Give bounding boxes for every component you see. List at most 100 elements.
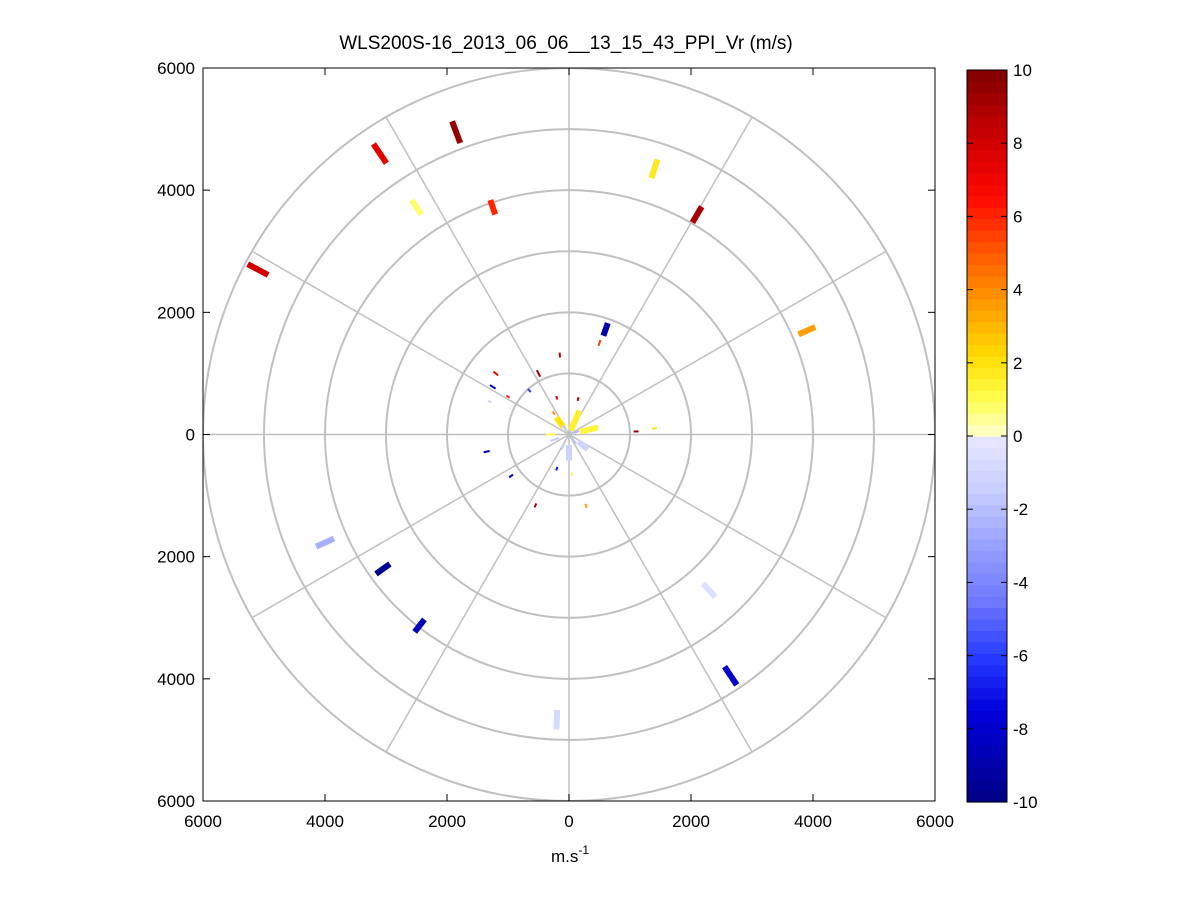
colorbar-swatch [967,779,1007,792]
colorbar-swatch [967,70,1007,83]
colorbar-swatch [967,436,1007,449]
colorbar-swatch [967,275,1007,288]
velocity-segment [579,424,599,435]
colorbar-tick-label: -2 [1013,500,1028,519]
colorbar-swatch [967,104,1007,117]
azimuth-spoke [251,433,570,619]
x-tick-label: 2000 [672,812,710,831]
velocity-segment [597,339,602,347]
velocity-segment [555,466,559,471]
colorbar-tick-label: 2 [1013,354,1022,373]
velocity-segment [505,394,511,399]
x-tick-label: 0 [564,812,573,831]
velocity-segment [558,352,562,358]
colorbar-swatch [967,230,1007,243]
colorbar-swatch [967,413,1007,426]
colorbar-swatch [967,733,1007,746]
axes-ticks [202,67,936,802]
velocity-segment [576,397,580,402]
colorbar-swatch [967,527,1007,540]
colorbar-swatch [967,195,1007,208]
colorbar-swatch [967,390,1007,403]
colorbar-swatch [967,355,1007,368]
colorbar-swatch [967,790,1007,803]
colorbar-swatch [967,584,1007,597]
colorbar-swatch [967,607,1007,620]
colorbar-swatch [967,264,1007,277]
velocity-segment [487,199,499,216]
colorbar-swatch [967,138,1007,151]
colorbar-swatch [967,172,1007,185]
azimuth-spoke [568,433,887,619]
x-tick-label: 6000 [916,812,954,831]
polar-grid [203,68,935,801]
velocity-segment [553,709,561,730]
colorbar-swatch [967,744,1007,757]
velocity-segment [700,581,718,600]
colorbar-swatch [967,333,1007,346]
velocity-segment [576,439,590,452]
colorbar-tick-label: -8 [1013,720,1028,739]
colorbar-swatch [967,458,1007,471]
colorbar-tick-label: 0 [1013,427,1022,446]
colorbar-swatch [967,115,1007,128]
colorbar-swatch [967,619,1007,632]
x-axis-label: m.s-1 [551,843,589,866]
colorbar-swatch [967,767,1007,780]
colorbar-swatch [967,561,1007,574]
velocity-segment [797,324,817,338]
velocity-segment [689,205,705,225]
colorbar-swatch [967,641,1007,654]
colorbar-swatch [967,447,1007,460]
colorbar-tick-label: 10 [1013,61,1032,80]
velocity-segment [412,617,427,634]
colorbar-swatch [967,516,1007,529]
x-tick-label: 6000 [184,812,222,831]
x-axis-label-superscript: -1 [578,843,589,857]
colorbar-swatch [967,127,1007,140]
colorbar-swatch [967,298,1007,311]
colorbar-tick-label: -4 [1013,573,1028,592]
velocity-segment [533,502,538,508]
colorbar-swatch [967,687,1007,700]
colorbar-swatch [967,150,1007,163]
colorbar-swatch [967,367,1007,380]
colorbar-swatch [967,596,1007,609]
colorbar-swatch [967,161,1007,174]
colorbar-swatch [967,538,1007,551]
data-segments [246,120,817,730]
colorbar-swatch [967,721,1007,734]
colorbar-tick-label: -10 [1013,793,1038,812]
y-tick-label: 0 [186,426,195,445]
y-tick-label: 6000 [157,792,195,811]
colorbar-swatch [967,664,1007,677]
velocity-segment [570,437,577,445]
velocity-segment [409,198,424,217]
x-tick-label: 4000 [794,812,832,831]
velocity-segment [527,388,532,393]
y-tick-labels: 6000 4000 2000 0 2000 4000 6000 [157,59,195,811]
colorbar-swatch [967,550,1007,563]
velocity-segment [370,142,389,165]
colorbar-swatch [967,573,1007,586]
colorbar-swatch [967,710,1007,723]
velocity-segment [314,535,336,550]
velocity-segment [561,424,568,432]
velocity-segment [374,561,392,577]
colorbar-tick-label: 8 [1013,134,1022,153]
x-tick-label: 4000 [306,812,344,831]
colorbar-swatch [967,321,1007,334]
chart-title: WLS200S-16_2013_06_06__13_15_43_PPI_Vr (… [339,33,793,54]
colorbar-swatch [967,504,1007,517]
colorbar-swatch [967,470,1007,483]
velocity-segment [492,370,499,377]
y-tick-label: 2000 [157,548,195,567]
colorbar-swatch [967,424,1007,437]
colorbar-swatch [967,699,1007,712]
colorbar-swatch [967,481,1007,494]
colorbar-swatch [967,241,1007,254]
colorbar-swatch [967,344,1007,357]
colorbar-swatch [967,218,1007,231]
colorbar-swatch [967,92,1007,105]
colorbar-swatch [967,676,1007,689]
